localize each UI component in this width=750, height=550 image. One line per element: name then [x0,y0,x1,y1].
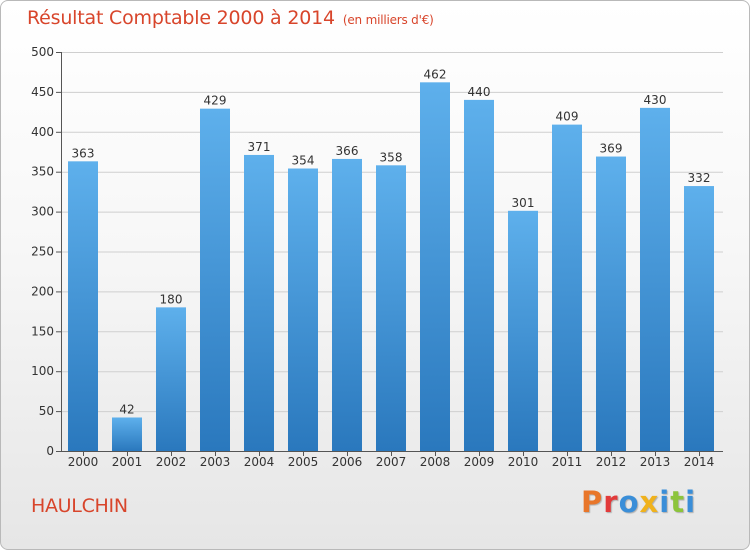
logo-letter: i [685,485,697,519]
x-tick-label: 2012 [596,455,627,469]
y-tick-label: 350 [31,165,54,179]
logo-letter: x [639,485,660,519]
bar [332,158,362,451]
axis-layer: 0 50 100 150 200 250 300 350 400 450 500 2000 2001 20… [31,45,723,469]
title-text: Résultat Comptable 2000 à 2014 [27,7,335,29]
data-label: 366 [336,144,359,158]
y-tick-label: 100 [31,364,54,378]
y-tick-label: 50 [39,404,54,418]
x-tick-label: 2014 [684,455,715,469]
data-label: 440 [468,85,491,99]
x-tick-label: 2013 [640,455,671,469]
bar [156,307,186,451]
bar [200,108,230,452]
bar [244,154,274,451]
data-label: 358 [380,150,403,164]
logo-letter: P [581,485,604,519]
bar [552,124,582,452]
x-tick-label: 2002 [156,455,187,469]
data-label: 363 [72,146,95,160]
commune-name: HAULCHIN [31,495,128,517]
bar [288,168,318,451]
y-tick-label: 300 [31,205,54,219]
y-tick-label: 500 [31,45,54,59]
data-label: 354 [292,154,315,168]
chart-title: Résultat Comptable 2000 à 2014 (en millie… [27,7,434,29]
x-tick-label: 2007 [376,455,407,469]
title-unit: (en milliers d'€) [342,13,434,27]
bar [464,99,494,451]
y-tick-label: 250 [31,245,54,259]
data-label: 42 [119,402,134,416]
data-label: 301 [512,196,535,210]
x-tick-label: 2005 [288,455,319,469]
logo-letter: r [603,485,619,519]
data-label: 371 [248,140,271,154]
y-tick-label: 450 [31,85,54,99]
bar [68,161,98,452]
data-label: 409 [556,110,579,124]
logo-letter: i [659,485,671,519]
bar [112,417,142,451]
y-tick-label: 0 [46,444,54,458]
x-tick-label: 2000 [68,455,99,469]
bar [684,186,714,451]
data-label: 180 [160,292,183,306]
bar [508,210,538,451]
bar-layer [68,82,714,452]
x-tick-label: 2009 [464,455,495,469]
x-tick-label: 2003 [200,455,231,469]
bar [420,82,450,451]
data-label: 462 [424,67,447,81]
data-label: 430 [644,93,667,107]
bar [596,156,626,451]
y-tick-label: 150 [31,324,54,338]
x-tick-label: 2011 [552,455,583,469]
x-tick-label: 2008 [420,455,451,469]
bar [376,165,406,452]
logo-letter: t [670,485,686,519]
x-tick-label: 2001 [112,455,143,469]
data-label: 369 [600,142,623,156]
x-tick-label: 2010 [508,455,539,469]
label-layer: 363 42 180 429 371 354 366 358 462 440 301 409 369 43… [72,67,711,416]
x-tick-label: 2006 [332,455,363,469]
y-tick-label: 400 [31,125,54,139]
bar [640,107,670,452]
x-tick-label: 2004 [244,455,275,469]
data-label: 429 [204,94,227,108]
data-label: 332 [688,171,711,185]
logo-letter: o [618,485,640,519]
y-tick-label: 200 [31,284,54,298]
proxiti-logo[interactable]: Proxiti [581,485,696,519]
